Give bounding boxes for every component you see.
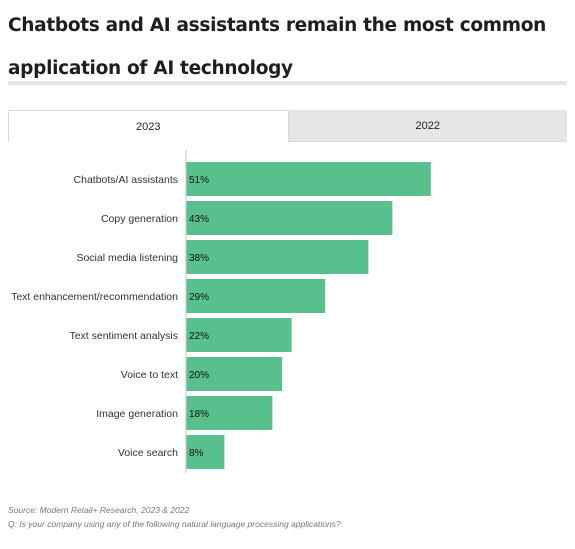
category-label-copy-generation: Copy generation [101,213,178,225]
category-label-image-generation: Image generation [96,408,178,420]
value-label-image-generation: 18% [189,409,209,420]
bar-text-sentiment-analysis [186,318,292,352]
value-label-text-enhancement-recommendation: 29% [189,292,209,303]
category-label-voice-search: Voice search [118,447,178,459]
value-label-copy-generation: 43% [189,214,209,225]
chart-title: Chatbots and AI assistants remain the mo… [8,15,547,79]
category-label-text-enhancement-recommendation: Text enhancement/recommendation [11,291,178,303]
category-label-chatbots-ai-assistants: Chatbots/AI assistants [74,174,178,186]
category-label-voice-to-text: Voice to text [121,369,178,381]
survey-question: Q: Is your company using any of the foll… [8,519,341,529]
bar-voice-to-text [186,357,282,391]
bar-social-media-listening [186,240,369,274]
title-divider [8,81,567,85]
bar-text-enhancement-recommendation [186,279,326,313]
value-label-chatbots-ai-assistants: 51% [189,175,209,186]
bar-chatbots-ai-assistants [186,162,431,196]
value-label-voice-to-text: 20% [189,370,209,381]
bar-image-generation [186,396,273,430]
chart-footer: Source: Modern Retail+ Research, 2023 & … [8,503,341,531]
tab-2022[interactable]: 2022 [288,110,567,142]
value-label-social-media-listening: 38% [189,253,209,264]
bar-copy-generation [186,201,393,235]
tab-2023[interactable]: 2023 [8,110,289,142]
category-label-text-sentiment-analysis: Text sentiment analysis [69,330,178,342]
value-label-text-sentiment-analysis: 22% [189,331,209,342]
year-tabs: 2023 2022 [8,110,567,142]
source-note: Source: Modern Retail+ Research, 2023 & … [8,505,190,515]
bar-chart: Chatbots/AI assistants 51% Copy generation… [11,150,431,473]
category-label-social-media-listening: Social media listening [76,252,178,264]
value-label-voice-search: 8% [189,448,204,459]
bar-voice-search [186,435,225,469]
